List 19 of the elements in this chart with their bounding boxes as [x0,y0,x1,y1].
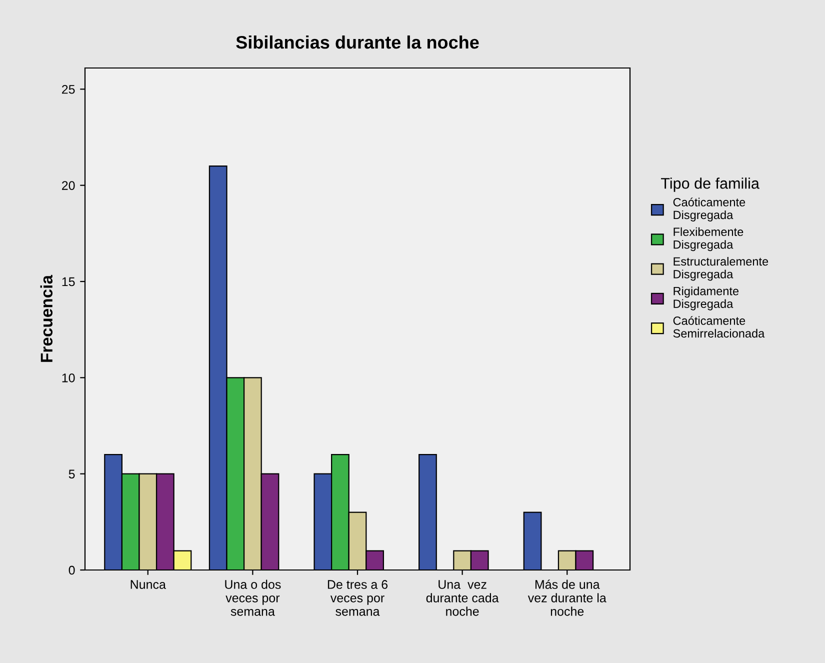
y-tick-label: 25 [62,84,75,94]
y-tick-label: 15 [62,277,75,286]
y-tick-label: 10 [62,373,75,382]
x-tick-label: Nunca [130,580,166,589]
legend-label: Rigidamente Disgregada [674,286,739,310]
legend-label: Estructuralemente Disgregada [674,256,768,281]
y-tick-label: 5 [68,470,75,478]
y-axis-title: Frecuencia [40,274,53,362]
x-tick-label: Una o dos veces por semana [225,580,281,616]
chart-title: Sibilancias durante la noche [236,35,479,49]
x-tick-label: Una vez durante cada noche [426,580,499,616]
legend-label: Caóticamente Disgregada [673,198,746,222]
legend-title: Tipo de familia [661,178,760,192]
y-tick-label: 20 [62,181,75,190]
legend-label: Caóticamente Semirrelacionada [673,316,765,338]
y-tick-label: 0 [68,566,75,575]
legend-label: Flexibemente Disgregada [674,227,744,252]
x-tick-label: Más de una vez durante la noche [528,580,606,616]
x-tick-label: De tres a 6 veces por semana [328,580,388,616]
